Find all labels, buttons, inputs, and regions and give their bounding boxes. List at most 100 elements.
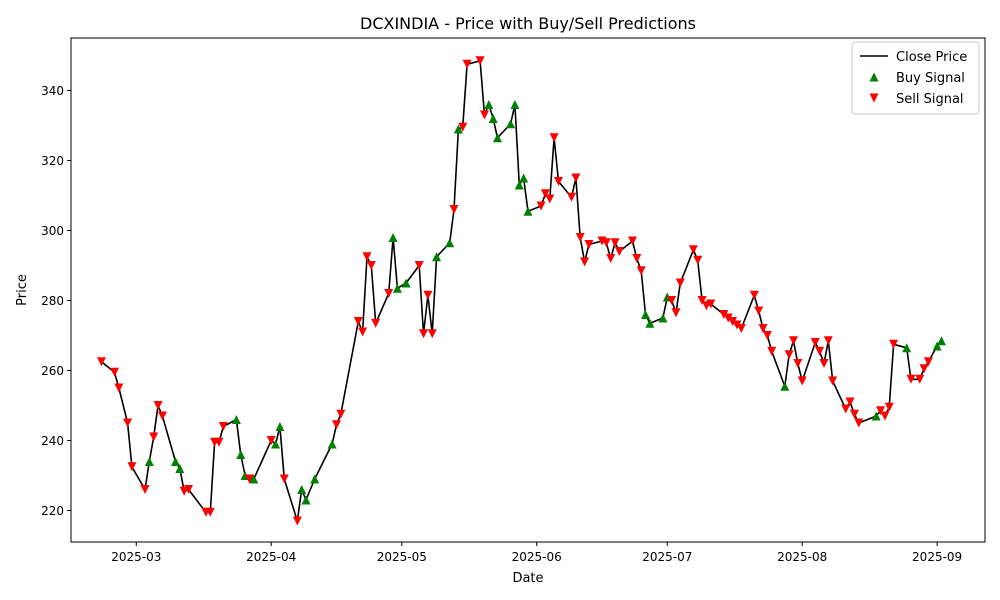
sell-signal-marker [906, 374, 916, 384]
buy-signal-marker [936, 336, 946, 346]
sell-signal-marker [218, 422, 228, 431]
buy-signal-marker [297, 485, 307, 494]
buy-signal-marker [310, 474, 320, 484]
buy-signal-marker [658, 313, 668, 323]
buy-signal-marker [519, 173, 529, 183]
sell-signal-marker [580, 257, 590, 267]
sell-signal-marker [706, 299, 716, 309]
buy-signal-marker [780, 381, 790, 391]
sell-signal-marker [632, 254, 642, 263]
sell-signal-marker [819, 359, 829, 368]
sell-signal-marker [571, 173, 581, 183]
buy-signal-marker [514, 180, 524, 190]
sell-signal-marker [915, 374, 925, 384]
sell-signal-marker [458, 122, 468, 132]
buy-signal-marker [327, 439, 337, 449]
sell-signal-marker [419, 329, 429, 339]
x-tick-label: 2025-07 [642, 550, 692, 564]
sell-signal-marker [266, 436, 276, 445]
sell-signal-marker [366, 261, 376, 270]
buy-signal-marker [453, 124, 463, 134]
legend-sell-signal-swatch [869, 93, 879, 103]
buy-signal-marker [932, 341, 942, 351]
buy-signal-marker [388, 233, 398, 242]
legend: Close Price Buy Signal Sell Signal [851, 41, 980, 115]
sell-signal-marker [353, 317, 363, 326]
buy-signal-marker [488, 114, 498, 123]
x-axis: 2025-03 2025-04 2025-05 2025-06 2025-07 2025-… [111, 542, 962, 564]
sell-signal-marker [923, 357, 933, 367]
sell-signal-marker [627, 236, 637, 246]
legend-buy-signal-swatch [869, 72, 879, 82]
sell-signal-marker [797, 376, 807, 386]
y-tick-label: 280 [41, 294, 64, 308]
sell-signal-marker [788, 336, 798, 346]
buy-signal-marker [506, 119, 516, 129]
sell-signal-marker [384, 289, 394, 298]
sell-signal-marker [845, 397, 855, 407]
buy-signal-marker [871, 411, 881, 421]
legend-sell-signal-label: Sell Signal [896, 92, 964, 107]
buy-signal-marker [510, 100, 520, 109]
sell-signal-marker [688, 245, 698, 255]
sell-signal-marker [767, 346, 777, 356]
sell-signal-marker [719, 310, 729, 319]
sell-signal-marker [536, 201, 546, 211]
sell-signal-marker [584, 240, 594, 249]
signal-markers [96, 56, 946, 526]
sell-signal-marker [423, 290, 433, 300]
sell-signal-marker [854, 418, 864, 428]
sell-signal-marker [815, 346, 825, 356]
buy-signal-marker [301, 495, 311, 505]
sell-signal-marker [880, 411, 890, 421]
buy-signal-marker [231, 415, 241, 424]
sell-signal-marker [123, 418, 133, 428]
sell-signal-marker [462, 59, 472, 69]
buy-signal-marker [902, 343, 912, 353]
sell-signal-marker [427, 329, 437, 339]
buy-signal-marker [170, 457, 180, 466]
sell-signal-marker [549, 133, 559, 143]
sell-signal-marker [601, 238, 611, 248]
y-tick-label: 320 [41, 154, 64, 168]
sell-signal-marker [157, 411, 167, 421]
sell-signal-marker [331, 420, 341, 430]
sell-signal-marker [636, 266, 646, 276]
sell-signal-marker [762, 331, 772, 340]
sell-signal-marker [876, 406, 886, 416]
x-tick-label: 2025-05 [377, 550, 427, 564]
buy-signal-marker [275, 422, 285, 431]
sell-signal-marker [736, 324, 746, 333]
y-tick-label: 220 [41, 504, 64, 518]
sell-signal-marker [614, 247, 624, 256]
sell-signal-marker [371, 318, 381, 328]
sell-signal-marker [610, 238, 620, 248]
buy-signal-marker [401, 278, 411, 288]
y-axis: 220 240 260 280 300 320 340 [41, 84, 71, 518]
sell-signal-marker [140, 485, 150, 494]
sell-signal-marker [671, 308, 681, 318]
legend-box [851, 41, 980, 115]
y-tick-label: 260 [41, 364, 64, 378]
buy-signal-marker [432, 252, 442, 262]
sell-signal-marker [889, 339, 899, 349]
sell-signal-marker [292, 516, 302, 526]
buy-signal-marker [641, 310, 651, 319]
sell-signal-marker [841, 404, 851, 414]
y-axis-label: Price [15, 274, 30, 306]
sell-signal-marker [697, 296, 707, 305]
buy-signal-marker [484, 100, 494, 109]
sell-signal-marker [414, 261, 424, 270]
sell-signal-marker [475, 56, 485, 66]
x-tick-label: 2025-09 [912, 550, 962, 564]
plot-area: 2025-03 2025-04 2025-05 2025-06 2025-07 2025-… [41, 37, 986, 564]
sell-signal-marker [127, 462, 137, 472]
sell-signal-marker [149, 432, 159, 442]
sell-signal-marker [575, 233, 585, 242]
legend-close-price-label: Close Price [896, 50, 967, 65]
buy-signal-marker [175, 464, 185, 473]
sell-signal-marker [667, 296, 677, 305]
sell-signal-marker [675, 278, 685, 288]
y-tick-label: 300 [41, 224, 64, 238]
